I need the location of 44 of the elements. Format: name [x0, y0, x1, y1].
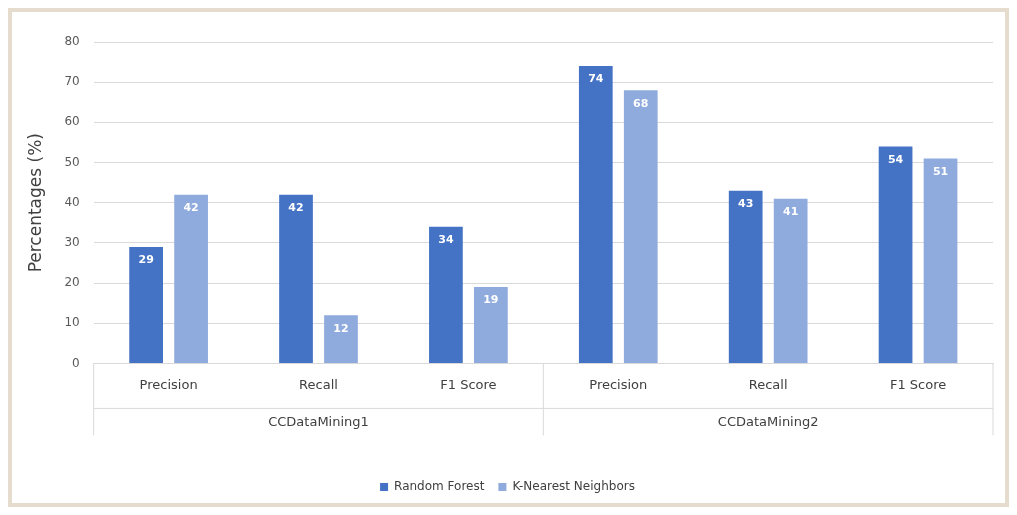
bar — [474, 287, 508, 363]
bar — [279, 194, 313, 363]
x-tick-label: Recall — [299, 376, 338, 392]
y-tick-label: 30 — [64, 235, 80, 249]
y-tick-label: 60 — [64, 114, 80, 129]
data-label: 54 — [887, 152, 904, 166]
data-label: 19 — [483, 293, 499, 307]
bar — [324, 315, 358, 363]
x-tick-label: F1 Score — [440, 376, 497, 392]
bar — [623, 90, 658, 363]
y-tick-label: 20 — [64, 275, 80, 290]
y-axis-title: Percentages (%) — [24, 133, 45, 273]
data-label: 29 — [138, 253, 154, 267]
bar — [429, 226, 463, 363]
data-label: 41 — [782, 205, 799, 219]
y-tick-label: 70 — [64, 74, 80, 89]
x-tick-label: F1 Score — [889, 376, 947, 392]
y-tick-label: 0 — [72, 355, 80, 370]
bar — [728, 190, 763, 363]
data-label: 42 — [183, 201, 199, 215]
legend-label: K-Nearest Neighbors — [512, 479, 635, 494]
bar — [578, 66, 613, 363]
data-label: 68 — [633, 96, 649, 110]
bar — [878, 146, 913, 363]
data-label: 34 — [438, 233, 454, 247]
data-label: 51 — [932, 164, 949, 178]
y-tick-label: 80 — [64, 34, 80, 49]
legend-label: Random Forest — [394, 479, 485, 494]
x-tick-label: Recall — [748, 376, 788, 392]
y-tick-label: 50 — [64, 154, 80, 169]
data-label: 74 — [588, 72, 604, 86]
y-tick-label: 10 — [64, 315, 80, 330]
bar — [129, 246, 163, 363]
data-label: 43 — [738, 197, 754, 211]
y-tick-label: 40 — [64, 194, 80, 209]
x-tick-label: Precision — [139, 376, 198, 392]
bar — [773, 198, 808, 363]
data-label: 42 — [288, 201, 304, 215]
bar — [923, 158, 958, 363]
x-tick-label: Precision — [589, 376, 648, 392]
data-label: 12 — [333, 321, 349, 335]
bar — [174, 194, 208, 363]
text: CCDataMining2 — [717, 413, 819, 429]
text: CCDataMining1 — [268, 413, 369, 429]
